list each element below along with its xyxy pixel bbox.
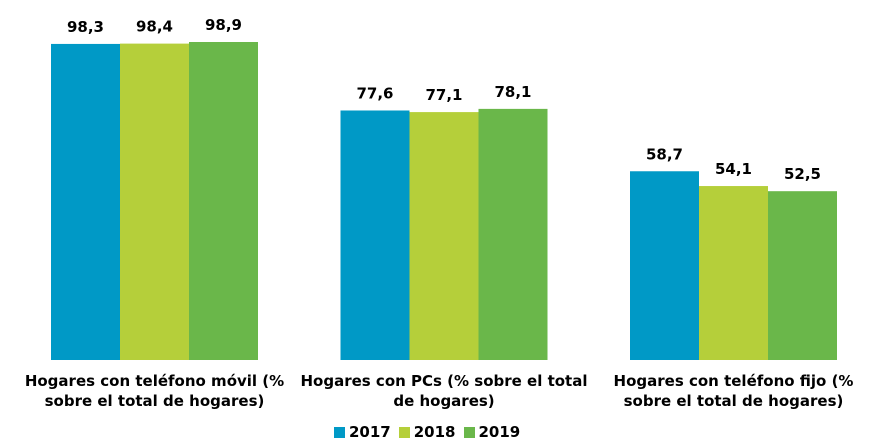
legend-item: 2019 — [463, 423, 521, 441]
value-label: 98,3 — [67, 18, 104, 36]
value-label: 78,1 — [494, 83, 531, 101]
legend-swatch — [463, 427, 475, 438]
legend-swatch — [334, 427, 345, 438]
legend-swatch — [398, 427, 410, 438]
legend: 2017 2018 2019 — [334, 424, 520, 441]
legend-item: 2018 — [398, 423, 456, 441]
bar — [189, 42, 258, 360]
category-label: Hogares con teléfono fijo (% sobre el to… — [613, 372, 854, 410]
legend-label: 2017 — [349, 423, 391, 441]
bar — [340, 110, 410, 360]
value-label: 77,6 — [356, 84, 393, 102]
bar — [120, 43, 189, 360]
legend-item: 2017 — [334, 424, 391, 441]
bar — [699, 186, 768, 360]
value-label: 54,1 — [715, 160, 752, 178]
value-label: 98,9 — [205, 16, 242, 34]
value-label: 58,7 — [646, 145, 683, 163]
legend-label: 2019 — [478, 423, 521, 441]
value-label: 98,4 — [136, 18, 173, 36]
category-label: Hogares con teléfono móvil (% sobre el t… — [24, 372, 285, 410]
bar — [51, 43, 120, 360]
bar — [768, 191, 837, 360]
legend-label: 2018 — [413, 423, 456, 441]
bar — [630, 171, 699, 360]
value-label: 77,1 — [425, 86, 462, 104]
bar — [409, 112, 479, 360]
bar — [478, 108, 548, 361]
category-label: Hogares con PCs (% sobre el total de hog… — [300, 372, 588, 410]
value-label: 52,5 — [784, 165, 821, 183]
